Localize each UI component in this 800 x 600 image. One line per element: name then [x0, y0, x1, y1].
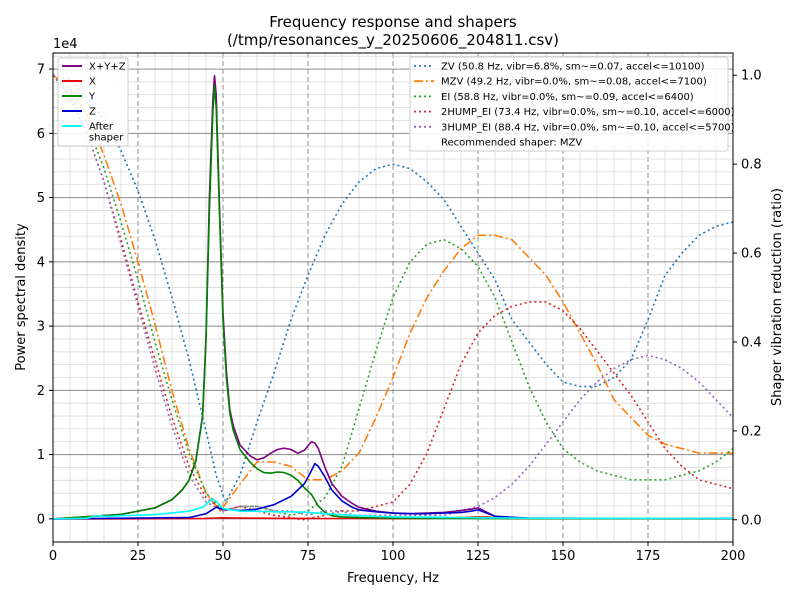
y-tick-label: 7: [37, 63, 45, 78]
recommended-shaper-text: Recommended shaper: MZV: [441, 138, 582, 149]
x-tick-label: 175: [636, 549, 661, 564]
chart-subtitle: (/tmp/resonances_y_20250606_204811.csv): [227, 31, 559, 50]
y-tick-label: 3: [37, 320, 45, 335]
series-layer: [52, 74, 734, 521]
x-tick-label: 0: [49, 549, 57, 564]
x-tick-label: 150: [551, 549, 576, 564]
legend-psd-label-4: After shaper: [89, 122, 124, 144]
y2-tick-label: 1.0: [741, 69, 762, 84]
legend-shapers-box: [409, 56, 729, 152]
legend-shaper-label-4: 3HUMP_EI (88.4 Hz, vibr=0.0%, sm~=0.10, …: [441, 122, 735, 133]
y2-tick-label: 0.2: [741, 424, 762, 439]
y2-tick-label: 0.8: [741, 158, 762, 173]
y-scale-label: 1e4: [53, 37, 78, 52]
y2-tick-label: 0.4: [741, 335, 762, 350]
legend-psd-label-1: X: [89, 77, 96, 88]
legend-shaper-label-3: 2HUMP_EI (73.4 Hz, vibr=0.0%, sm~=0.10, …: [441, 107, 735, 118]
y-tick-label: 5: [37, 191, 45, 206]
y2-axis-label: Shaper vibration reduction (ratio): [770, 188, 785, 406]
shaper-line-3: [52, 74, 734, 521]
legend-shaper-label-0: ZV (50.8 Hz, vibr=6.8%, sm~=0.07, accel<…: [441, 62, 705, 73]
chart-title: Frequency response and shapers: [269, 13, 517, 31]
y-tick-label: 2: [37, 384, 45, 399]
y-tick-label: 1: [37, 448, 45, 463]
shaper-line-1: [52, 74, 733, 513]
psd-line-2: [52, 84, 734, 520]
legend-psd-label-3: Z: [89, 107, 96, 118]
legend-psd-label-2: Y: [88, 92, 96, 103]
x-axis-label: Frequency, Hz: [347, 571, 439, 586]
psd-line-4: [52, 498, 734, 520]
x-tick-label: 100: [381, 549, 406, 564]
grid: [52, 53, 734, 542]
legend-psd-label-0: X+Y+Z: [89, 62, 126, 73]
legend-shapers: ZV (50.8 Hz, vibr=6.8%, sm~=0.07, accel<…: [409, 56, 735, 152]
y-axis-label: Power spectral density: [14, 223, 29, 371]
x-tick-label: 125: [466, 549, 491, 564]
y-tick-label: 6: [37, 127, 45, 142]
shaper-line-4: [52, 74, 734, 517]
y2-tick-label: 0.0: [741, 513, 762, 528]
x-tick-label: 200: [721, 549, 746, 564]
x-tick-label: 50: [215, 549, 232, 564]
legend-shaper-label-1: MZV (49.2 Hz, vibr=0.0%, sm~=0.08, accel…: [441, 77, 707, 88]
legend-psd: X+Y+Z XYZ After shaper: [57, 57, 129, 147]
y2-tick-label: 0.6: [741, 247, 762, 262]
ticks: 0 25 50 75 100 125 150 175 200 0 1 2 3 4 5 6 7 0.0 0.2 0.4 0…: [37, 63, 762, 564]
legend-shaper-label-2: EI (58.8 Hz, vibr=0.0%, sm~=0.09, accel<…: [441, 92, 694, 103]
y-tick-label: 0: [37, 512, 45, 527]
x-tick-label: 25: [130, 549, 147, 564]
shaper-line-0: [52, 74, 734, 504]
x-tick-label: 75: [300, 549, 317, 564]
y-tick-label: 4: [37, 255, 45, 270]
